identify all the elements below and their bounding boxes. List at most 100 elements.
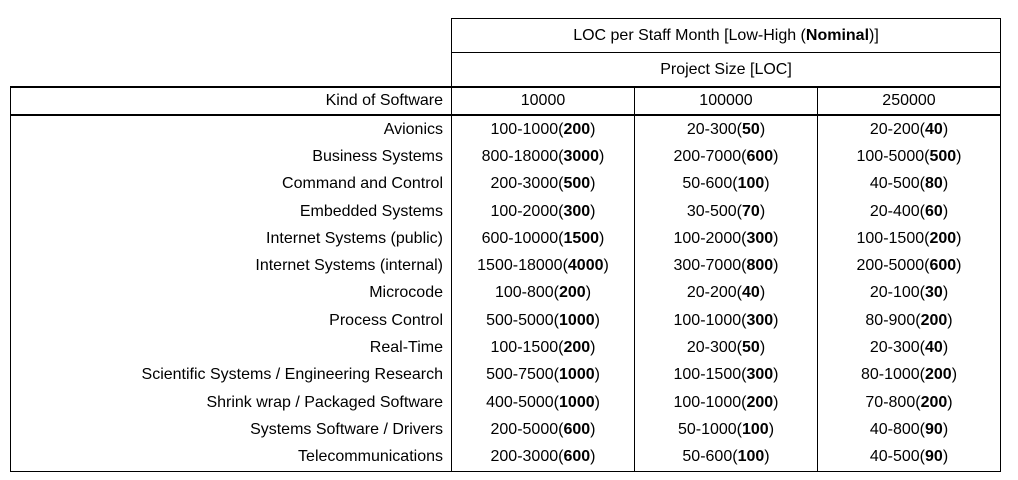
range-text: 40-500( xyxy=(869,175,926,193)
range-text: 20-400( xyxy=(869,202,926,220)
loc-cell: 1500-18000(4000) xyxy=(451,252,635,280)
nominal: 600 xyxy=(746,147,774,165)
range-text: ) xyxy=(585,284,592,302)
header-row: LOC per Staff Month [Low-High (Nominal)] xyxy=(11,18,1001,53)
range-text: 200-5000( xyxy=(856,257,930,275)
range-text: 300-7000( xyxy=(673,257,747,275)
nominal: 60 xyxy=(925,202,943,220)
nominal: 4000 xyxy=(567,257,604,275)
blank xyxy=(11,53,452,88)
nominal: 200 xyxy=(929,229,957,247)
range-text: 100-5000( xyxy=(856,147,930,165)
column-header: 100000 xyxy=(634,86,818,116)
range-text: 50-600( xyxy=(682,175,738,193)
range-text: 50-600( xyxy=(682,448,738,466)
header-row: Project Size [LOC] xyxy=(11,52,1001,88)
loc-cell: 50-1000(100) xyxy=(634,416,818,444)
nominal: 200 xyxy=(563,120,591,138)
loc-cell: 500-7500(1000) xyxy=(451,361,635,389)
nominal: 100 xyxy=(742,420,769,438)
loc-cell: 80-900(200) xyxy=(817,307,1001,335)
loc-cell: 100-1000(200) xyxy=(634,388,818,417)
range-text: ) xyxy=(956,229,962,247)
loc-cell: 40-500(80) xyxy=(817,170,1001,198)
range-text: 40-500( xyxy=(869,448,926,466)
range-text: 100-2000( xyxy=(673,229,747,247)
loc-cell: 50-600(100) xyxy=(634,170,818,198)
table-row: Microcode 100-800(200) 20-200(40) 20-100(30… xyxy=(10,279,1001,308)
software-kind: Microcode xyxy=(10,279,452,308)
range-text: 30-500( xyxy=(686,202,743,220)
loc-cell: 20-200(40) xyxy=(817,115,1001,144)
range-text: ) xyxy=(951,366,958,384)
loc-cell: 200-3000(600) xyxy=(451,443,635,472)
range-text: 800-18000( xyxy=(481,147,564,165)
nominal: 200 xyxy=(563,339,591,357)
software-kind: Internet Systems (internal) xyxy=(10,252,452,280)
range-text: ) xyxy=(773,257,779,275)
range-text: ) xyxy=(764,448,770,466)
range-text: 100-1500( xyxy=(490,339,564,357)
range-text: ) xyxy=(773,229,779,247)
table-row: Systems Software / Drivers 200-5000(600) 5… xyxy=(10,416,1001,444)
range-text: ) xyxy=(773,366,779,384)
table-row: Command and Control 200-3000(500) 50-600(1… xyxy=(10,170,1001,198)
range-text: ) xyxy=(759,120,766,138)
loc-cell: 100-1500(200) xyxy=(817,225,1001,253)
range-text: ) xyxy=(603,257,609,275)
column-header-row: Kind of Software 10000 100000 250000 xyxy=(10,86,1001,116)
range-text: 40-800( xyxy=(869,420,926,438)
range-text: ) xyxy=(590,339,596,357)
table-row: Internet Systems (internal) 1500-18000(40… xyxy=(10,252,1001,280)
nominal: 600 xyxy=(929,257,957,275)
nominal: 600 xyxy=(563,420,591,438)
nominal: 100 xyxy=(737,448,765,466)
nominal: 300 xyxy=(746,366,774,384)
nominal: 200 xyxy=(920,393,948,411)
nominal: 300 xyxy=(746,311,774,329)
nominal: 40 xyxy=(925,339,943,357)
nominal: 80 xyxy=(925,175,943,193)
range-text: ) xyxy=(759,202,766,220)
loc-cell: 20-100(30) xyxy=(817,279,1001,308)
nominal: 100 xyxy=(737,175,765,193)
nominal: 1000 xyxy=(559,311,595,329)
nominal: 90 xyxy=(925,448,943,466)
nominal: 50 xyxy=(742,339,760,357)
nominal: 500 xyxy=(563,175,591,193)
range-text: 100-800( xyxy=(494,284,559,302)
software-kind: Shrink wrap / Packaged Software xyxy=(10,388,452,417)
range-text: ) xyxy=(594,393,600,411)
nominal: 800 xyxy=(746,257,774,275)
nominal: 50 xyxy=(742,120,760,138)
range-text: ) xyxy=(773,311,779,329)
nominal: 40 xyxy=(742,284,760,302)
loc-cell: 400-5000(1000) xyxy=(451,388,635,417)
nominal: 200 xyxy=(920,311,948,329)
range-text: 600-10000( xyxy=(481,229,564,247)
nominal: 300 xyxy=(563,202,591,220)
loc-cell: 200-5000(600) xyxy=(817,252,1001,280)
range-text: ) xyxy=(942,284,949,302)
range-text: 100-1000( xyxy=(673,393,747,411)
nominal: 200 xyxy=(746,393,774,411)
range-text: ) xyxy=(773,393,779,411)
range-text: ) xyxy=(599,229,605,247)
table-row: Scientific Systems / Engineering Researc… xyxy=(10,361,1001,389)
software-kind: Telecommunications xyxy=(10,443,452,472)
range-text: 100-1000( xyxy=(673,311,747,329)
column-header: 250000 xyxy=(817,86,1001,116)
range-text: ) xyxy=(759,284,766,302)
blank xyxy=(11,19,452,53)
software-kind: Internet Systems (public) xyxy=(10,225,452,253)
range-text: 400-5000( xyxy=(486,393,560,411)
column-header: Kind of Software xyxy=(10,86,452,116)
nominal: 30 xyxy=(925,284,943,302)
range-text: ) xyxy=(599,147,605,165)
loc-cell: 100-1000(300) xyxy=(634,307,818,335)
loc-cell: 80-1000(200) xyxy=(817,361,1001,389)
range-text: 500-7500( xyxy=(486,366,560,384)
range-text: ) xyxy=(942,448,949,466)
loc-cell: 100-1500(200) xyxy=(451,334,635,362)
nominal: 40 xyxy=(925,120,943,138)
